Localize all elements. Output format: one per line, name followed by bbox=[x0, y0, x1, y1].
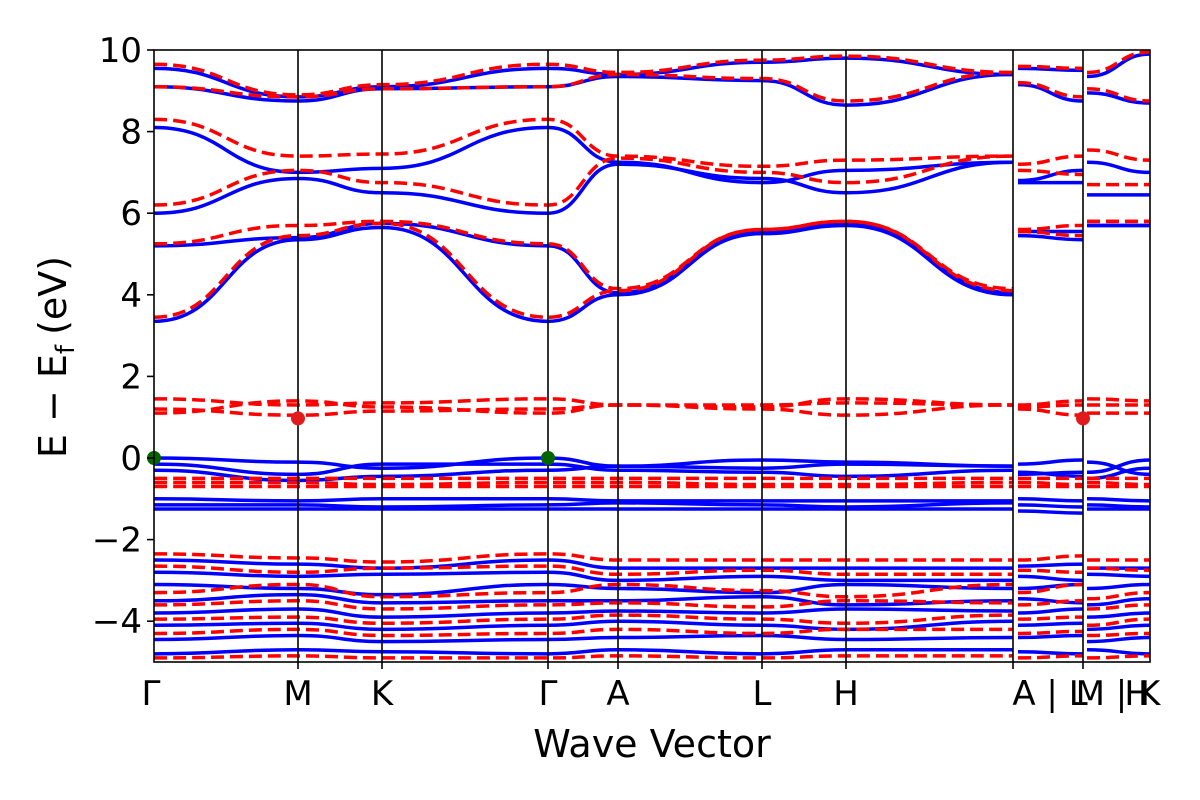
y-axis-ticks: −4 −2 0 2 4 6 8 10 bbox=[92, 31, 154, 642]
y-tick-label: 2 bbox=[120, 357, 142, 397]
y-tick-label: 8 bbox=[120, 113, 142, 153]
solid-band-line bbox=[154, 507, 1150, 515]
y-tick-label: 10 bbox=[99, 31, 142, 71]
plot-area bbox=[147, 49, 1151, 663]
x-tick-label: M | K bbox=[1076, 674, 1162, 714]
y-axis-label-unit: (eV) bbox=[31, 256, 75, 335]
dashed-band-line bbox=[154, 219, 1150, 319]
y-tick-label: −4 bbox=[92, 602, 142, 642]
x-tick-label: H bbox=[1124, 674, 1150, 714]
bands-group bbox=[154, 50, 1150, 660]
path-break-gap bbox=[1084, 50, 1087, 662]
solid-band-line bbox=[154, 497, 1150, 503]
x-tick-label: H bbox=[833, 674, 859, 714]
solid-band-line bbox=[154, 72, 1150, 107]
dashed-band-line bbox=[154, 552, 1150, 564]
dashed-band-line bbox=[154, 654, 1150, 660]
extremum-marker bbox=[1076, 411, 1090, 426]
x-tick-label: A | L bbox=[1012, 674, 1087, 714]
x-tick-label: K bbox=[371, 674, 395, 714]
x-axis-label: Wave Vector bbox=[533, 722, 771, 766]
y-axis-label-main: E − E bbox=[31, 354, 75, 458]
y-tick-label: 4 bbox=[120, 276, 142, 316]
solid-band-line bbox=[154, 501, 1150, 509]
x-tick-label: M bbox=[283, 674, 312, 714]
dashed-band-line bbox=[154, 154, 1150, 207]
solid-band-line bbox=[154, 633, 1150, 644]
extremum-marker bbox=[541, 451, 555, 465]
y-tick-label: 0 bbox=[120, 439, 142, 479]
y-tick-label: −2 bbox=[92, 521, 142, 561]
y-axis-label: E − Ef (eV) bbox=[31, 256, 81, 458]
solid-band-line bbox=[154, 223, 1150, 324]
y-axis-label-subscript: f bbox=[51, 344, 81, 354]
dashed-band-line bbox=[154, 50, 1150, 97]
x-tick-label: A bbox=[606, 674, 629, 714]
dashed-band-line bbox=[154, 582, 1150, 601]
x-tick-label: Γ bbox=[539, 674, 558, 714]
x-tick-label: Γ bbox=[142, 674, 161, 714]
y-tick-label: 6 bbox=[120, 194, 142, 234]
dashed-band-line bbox=[154, 70, 1150, 103]
plot-frame bbox=[153, 49, 1151, 663]
dashed-band-line bbox=[154, 480, 1150, 487]
x-tick-label: L bbox=[753, 674, 772, 714]
path-break-gap bbox=[1014, 50, 1018, 662]
extremum-marker bbox=[291, 411, 305, 426]
dashed-band-line bbox=[154, 219, 1150, 291]
solid-band-line bbox=[154, 648, 1150, 656]
